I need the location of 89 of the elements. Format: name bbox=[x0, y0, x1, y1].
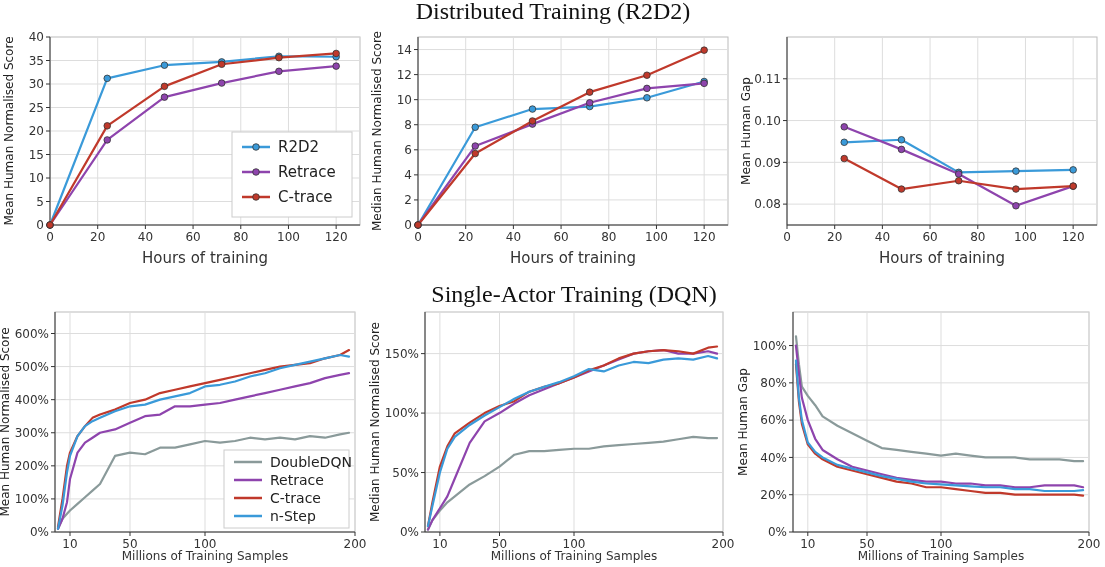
x-tick-label: 40 bbox=[874, 230, 891, 244]
y-tick-label: 300% bbox=[14, 425, 49, 440]
x-tick-label: 40 bbox=[505, 230, 522, 244]
y-tick-label: 6 bbox=[404, 143, 412, 157]
x-axis-title: Millions of Training Samples bbox=[490, 549, 658, 563]
y-tick-label: 0% bbox=[399, 525, 419, 540]
x-tick-label: 10 bbox=[800, 537, 816, 551]
y-tick-label: 30 bbox=[28, 77, 44, 92]
x-tick-label: 50 bbox=[859, 537, 875, 551]
y-tick-label: 0% bbox=[767, 525, 787, 540]
y-tick-label: 600% bbox=[14, 326, 49, 341]
x-tick-label: 100 bbox=[277, 230, 300, 244]
y-tick-label: 0 bbox=[404, 218, 412, 233]
y-tick-label: 0.10 bbox=[754, 113, 781, 128]
x-axis-title: Millions of Training Samples bbox=[121, 549, 289, 563]
y-tick-label: 12 bbox=[396, 67, 412, 82]
y-tick-label: 40 bbox=[28, 30, 44, 45]
x-tick-label: 50 bbox=[122, 537, 138, 551]
x-tick-label: 100 bbox=[645, 230, 668, 244]
y-tick-label: 35 bbox=[28, 53, 44, 68]
chart-title: Single-Actor Training (DQN) bbox=[431, 281, 717, 307]
x-tick-label: 120 bbox=[324, 230, 348, 244]
x-axis-title: Hours of training bbox=[141, 249, 269, 267]
x-tick-label: 20 bbox=[90, 230, 106, 244]
x-tick-label: 80 bbox=[601, 230, 617, 244]
y-tick-label: 400% bbox=[14, 392, 49, 407]
y-axis-title: Mean Human Gap bbox=[736, 368, 750, 476]
legend-label: n-Step bbox=[270, 507, 316, 524]
x-tick-label: 80 bbox=[233, 230, 249, 244]
y-tick-label: 5 bbox=[36, 194, 44, 209]
y-tick-label: 100% bbox=[14, 492, 49, 507]
x-tick-label: 60 bbox=[553, 230, 569, 244]
x-tick-label: 60 bbox=[185, 230, 201, 244]
y-tick-label: 8 bbox=[404, 117, 412, 132]
x-tick-label: 20 bbox=[458, 230, 474, 244]
x-tick-label: 20 bbox=[827, 230, 843, 244]
legend-label: C-trace bbox=[278, 188, 333, 207]
x-tick-label: 200 bbox=[711, 537, 735, 551]
legend-label: Retrace bbox=[270, 471, 324, 488]
y-tick-label: 50% bbox=[392, 465, 419, 480]
y-tick-label: 20 bbox=[28, 124, 44, 139]
y-tick-label: 10 bbox=[28, 171, 44, 186]
x-tick-label: 120 bbox=[1061, 230, 1085, 244]
x-tick-label: 60 bbox=[922, 230, 938, 244]
x-tick-label: 80 bbox=[970, 230, 986, 244]
y-tick-label: 14 bbox=[396, 42, 412, 57]
legend-label: C-trace bbox=[270, 489, 321, 506]
legend-label: R2D2 bbox=[278, 138, 320, 157]
y-axis-title: Median Human Normalised Score bbox=[370, 31, 384, 231]
legend-label: Retrace bbox=[278, 163, 336, 182]
y-tick-label: 0% bbox=[29, 525, 49, 540]
y-tick-label: 500% bbox=[14, 359, 49, 374]
y-axis-title: Mean Human Normalised Score bbox=[0, 327, 12, 517]
y-tick-label: 15 bbox=[28, 147, 44, 162]
x-axis-title: Hours of training bbox=[878, 249, 1006, 267]
y-tick-label: 150% bbox=[384, 346, 419, 361]
x-tick-label: 10 bbox=[432, 537, 448, 551]
y-axis-title: Mean Human Normalised Score bbox=[2, 36, 16, 226]
y-tick-label: 80% bbox=[760, 376, 787, 391]
y-tick-label: 20% bbox=[760, 487, 787, 502]
y-tick-label: 4 bbox=[404, 168, 412, 183]
y-tick-label: 100% bbox=[752, 338, 787, 353]
y-axis-title: Median Human Normalised Score bbox=[368, 322, 382, 522]
x-axis-title: Hours of training bbox=[509, 249, 637, 267]
y-tick-label: 2 bbox=[404, 193, 412, 208]
y-tick-label: 25 bbox=[28, 100, 44, 115]
x-tick-label: 100 bbox=[929, 537, 953, 551]
x-tick-label: 50 bbox=[491, 537, 508, 551]
y-tick-label: 100% bbox=[384, 406, 419, 421]
y-tick-label: 0.11 bbox=[754, 71, 781, 86]
x-tick-label: 40 bbox=[137, 230, 154, 244]
x-tick-label: 10 bbox=[62, 537, 78, 551]
x-tick-label: 200 bbox=[1077, 537, 1101, 551]
x-tick-label: 120 bbox=[692, 230, 716, 244]
x-tick-label: 200 bbox=[343, 537, 367, 551]
y-tick-label: 60% bbox=[760, 413, 787, 428]
x-tick-label: 100 bbox=[562, 537, 586, 551]
legend-label: DoubleDQN bbox=[270, 453, 352, 470]
y-tick-label: 0.08 bbox=[754, 197, 781, 212]
chart-title: Distributed Training (R2D2) bbox=[415, 0, 691, 24]
y-axis-title: Mean Human Gap bbox=[739, 77, 753, 185]
y-tick-label: 40% bbox=[760, 450, 787, 465]
x-tick-label: 100 bbox=[193, 537, 217, 551]
x-tick-label: 100 bbox=[1014, 230, 1037, 244]
y-tick-label: 10 bbox=[396, 92, 412, 107]
x-axis-title: Millions of Training Samples bbox=[857, 549, 1025, 563]
y-tick-label: 0 bbox=[36, 218, 44, 233]
y-tick-label: 200% bbox=[14, 459, 49, 474]
y-tick-label: 0.09 bbox=[754, 155, 781, 170]
